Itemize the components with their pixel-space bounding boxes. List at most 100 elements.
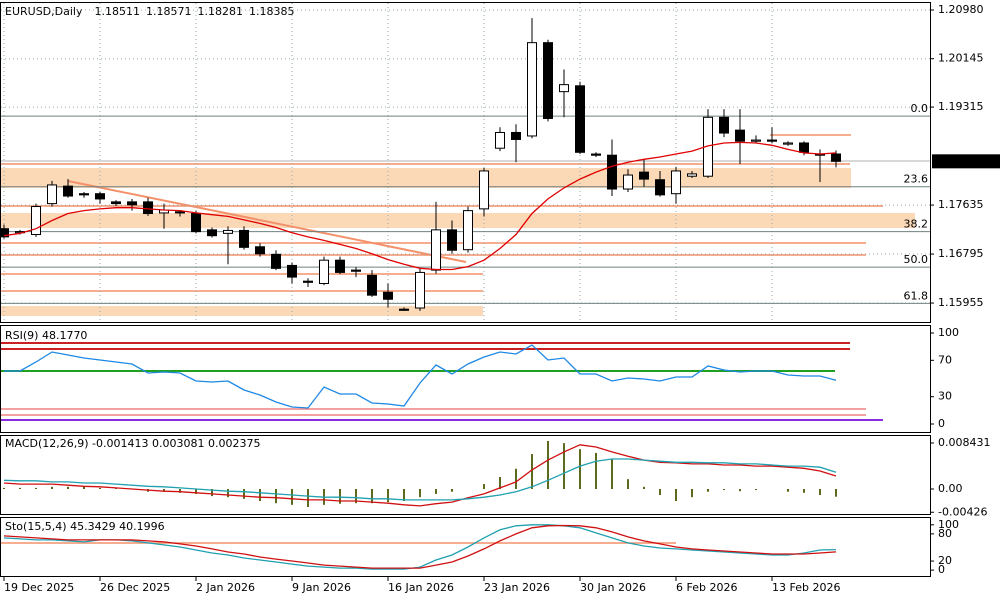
close-value: 1.18385 xyxy=(249,5,295,18)
candle-body xyxy=(639,171,649,180)
candle-body xyxy=(399,308,409,311)
candle-body xyxy=(31,206,41,236)
candle-body xyxy=(671,170,681,195)
fib-label: 50.0 xyxy=(904,253,929,266)
y-tick-label: 0.008431 xyxy=(938,436,991,449)
y-tick-label: 1.16795 xyxy=(938,247,984,260)
candle-body xyxy=(655,179,665,196)
high-value: 1.18571 xyxy=(146,5,192,18)
x-tick-label: 26 Dec 2025 xyxy=(100,581,170,594)
candle-body xyxy=(463,210,473,251)
candle-body xyxy=(687,173,697,177)
candle-body xyxy=(575,85,585,153)
series-line xyxy=(3,524,837,570)
fib-label: 0.0 xyxy=(911,102,929,115)
candle-body xyxy=(287,264,297,278)
symbol: EURUSD,Daily xyxy=(5,5,83,18)
candle-body xyxy=(591,153,601,156)
y-tick-label: 100 xyxy=(938,326,959,339)
candle-body xyxy=(95,193,105,200)
y-tick-label: 80 xyxy=(938,527,952,540)
x-tick-label: 30 Jan 2026 xyxy=(580,581,646,594)
candle-body xyxy=(63,185,73,197)
candle-body xyxy=(607,154,617,190)
candle-body xyxy=(191,213,201,233)
candle-body xyxy=(767,139,777,142)
candle-body xyxy=(511,131,521,140)
candle-body xyxy=(831,153,841,162)
series-line xyxy=(4,344,837,409)
zone xyxy=(1,306,483,316)
candle-body xyxy=(623,174,633,190)
candle-body xyxy=(335,259,345,273)
candle-body xyxy=(47,184,57,205)
x-tick-label: 6 Feb 2026 xyxy=(676,581,737,594)
candle-body xyxy=(751,139,761,142)
panel-title: MACD(12,26,9) -0.001413 0.003081 0.00237… xyxy=(5,437,260,450)
x-tick-label: 23 Jan 2026 xyxy=(484,581,550,594)
candle-body xyxy=(735,129,745,142)
price-label: 1.18385 xyxy=(938,154,984,167)
panel-frame xyxy=(0,435,931,515)
candle-body xyxy=(783,142,793,145)
y-tick-label: 1.20980 xyxy=(938,3,984,16)
panel-frame xyxy=(0,2,931,323)
candle-body xyxy=(447,229,457,251)
y-tick-label: 0 xyxy=(938,417,945,430)
y-tick-label: 1.19315 xyxy=(938,100,984,113)
fib-label: 23.6 xyxy=(904,173,929,186)
fib-label: 38.2 xyxy=(904,218,929,231)
y-tick-label: 0 xyxy=(938,563,945,576)
panel-title: RSI(9) 48.1770 xyxy=(5,329,87,342)
y-tick-label: 30 xyxy=(938,390,952,403)
price-label-box xyxy=(932,154,1000,169)
candle-body xyxy=(383,291,393,300)
candle-body xyxy=(255,246,265,255)
y-tick-label: 70 xyxy=(938,353,952,366)
candle-body xyxy=(207,229,217,237)
series-line xyxy=(3,141,837,271)
chart-title: EURUSD,Daily 1.18511 1.18571 1.18281 1.18385 xyxy=(5,5,294,18)
candle-body xyxy=(479,170,489,210)
y-tick-label: -0.00426 xyxy=(938,505,987,518)
low-value: 1.18281 xyxy=(197,5,243,18)
candle-body xyxy=(319,259,329,285)
open-value: 1.18511 xyxy=(94,5,140,18)
candle-body xyxy=(79,193,89,196)
candle-body xyxy=(351,269,361,272)
candle-body xyxy=(175,211,185,214)
candle-body xyxy=(431,229,441,271)
candle-body xyxy=(223,229,233,234)
candle-body xyxy=(127,201,137,206)
candle-body xyxy=(303,280,313,283)
y-tick-label: 100 xyxy=(938,518,959,531)
candle-body xyxy=(799,142,809,153)
fib-label: 61.8 xyxy=(904,289,929,302)
candle-body xyxy=(559,84,569,93)
candle-body xyxy=(143,201,153,215)
series-line xyxy=(3,524,837,569)
y-tick-label: 1.20145 xyxy=(938,52,984,65)
x-tick-label: 13 Feb 2026 xyxy=(772,581,840,594)
candle-body xyxy=(0,228,9,238)
y-tick-label: 1.15955 xyxy=(938,296,984,309)
candle-body xyxy=(495,131,505,149)
candle-body xyxy=(543,42,553,119)
zone xyxy=(1,168,851,188)
series-line xyxy=(3,444,837,507)
candle-body xyxy=(527,42,537,137)
series-line xyxy=(3,458,837,501)
y-tick-label: 20 xyxy=(938,554,952,567)
candle-body xyxy=(719,116,729,134)
candle-body xyxy=(367,274,377,296)
candle-body xyxy=(239,229,249,248)
y-tick-label: 1.17635 xyxy=(938,198,984,211)
x-tick-label: 2 Jan 2026 xyxy=(196,581,255,594)
x-tick-label: 9 Jan 2026 xyxy=(292,581,351,594)
x-tick-label: 19 Dec 2025 xyxy=(4,581,74,594)
zone xyxy=(1,213,915,228)
x-tick-label: 16 Jan 2026 xyxy=(388,581,454,594)
